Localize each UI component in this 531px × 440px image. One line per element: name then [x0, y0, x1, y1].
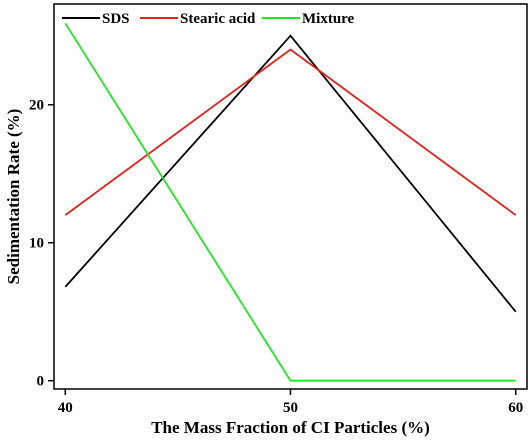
legend: SDS Stearic acid Mixture: [62, 11, 355, 27]
plot-frame: [53, 3, 528, 390]
y-tick-label-0: 0: [37, 374, 45, 390]
plot-area: [53, 3, 528, 390]
y-axis-title: Sedimentation Rate (%): [4, 109, 23, 285]
series-line-mixture: [64, 22, 516, 382]
series-layer: [64, 22, 517, 382]
y-axis: 0 10 20: [29, 98, 54, 390]
x-tick-label-40: 40: [58, 400, 73, 416]
x-tick-label-50: 50: [283, 400, 298, 416]
series-line-sds: [64, 34, 517, 313]
y-tick-label-10: 10: [29, 236, 44, 252]
x-tick-label-60: 60: [508, 400, 523, 416]
series-line-stearic-acid: [64, 48, 517, 216]
legend-label-mixture: Mixture: [302, 11, 355, 27]
x-axis-title: The Mass Fraction of CI Particles (%): [151, 418, 430, 437]
legend-label-stearic-acid: Stearic acid: [180, 11, 256, 27]
y-tick-label-20: 20: [29, 98, 44, 114]
legend-label-sds: SDS: [102, 11, 130, 27]
x-axis: 40 50 60: [58, 389, 523, 416]
